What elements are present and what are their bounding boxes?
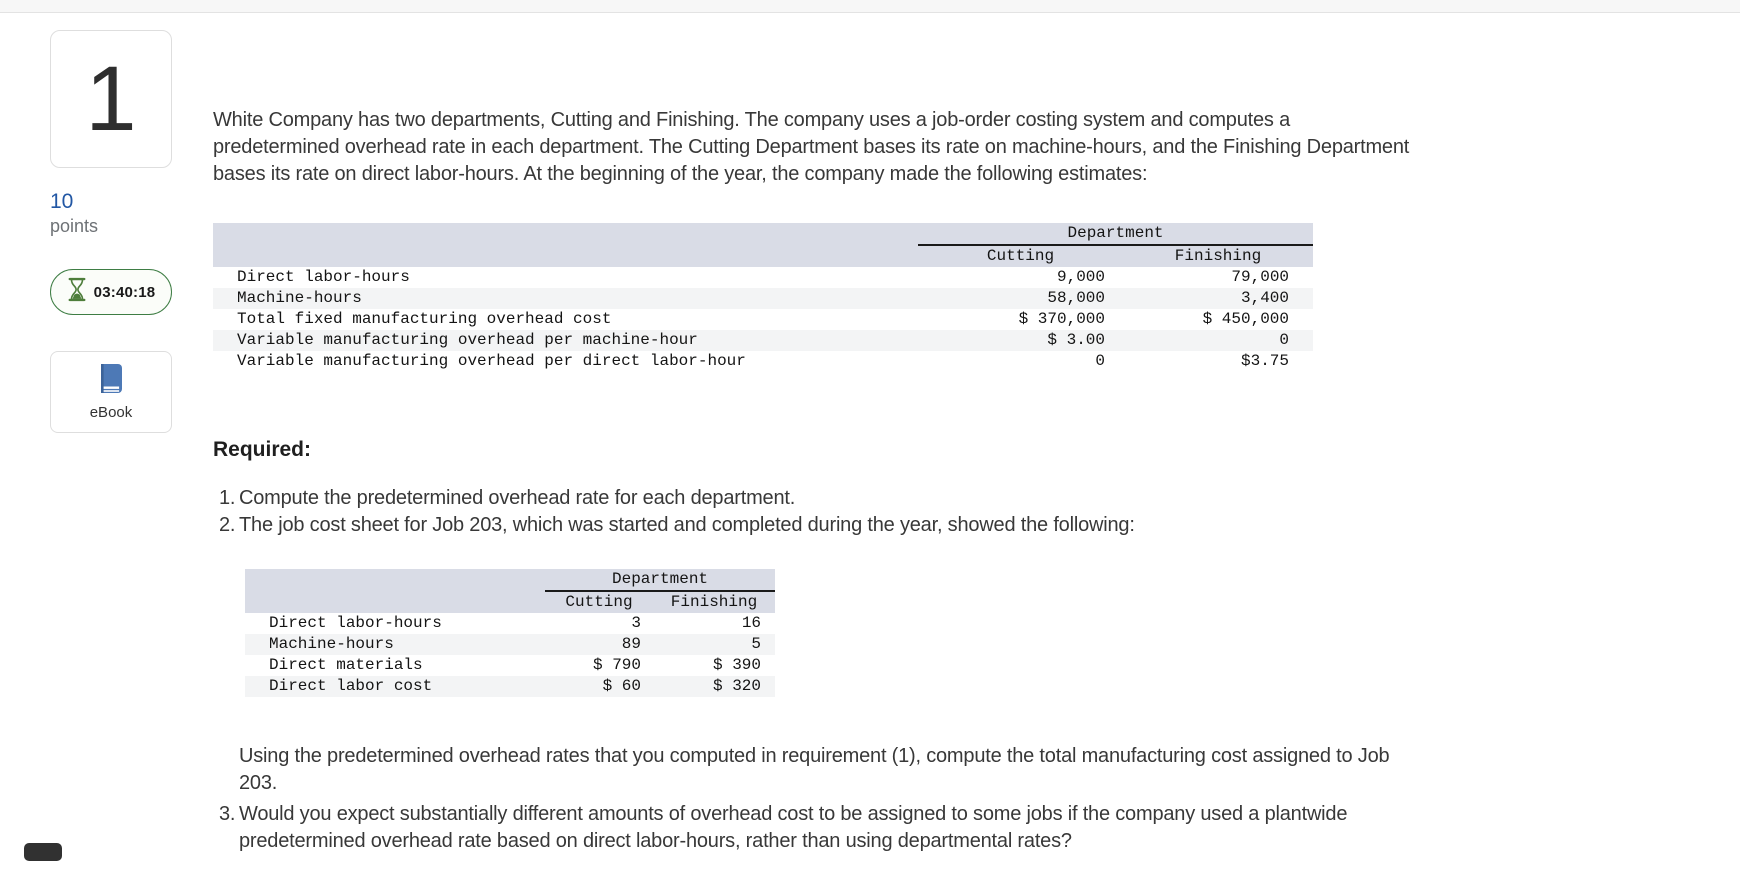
- list-item-text: Compute the predetermined overhead rate …: [239, 487, 796, 509]
- empty-header-cell: [245, 569, 545, 591]
- table-cell: $3.75: [1241, 352, 1290, 370]
- list-item-number: 2.: [219, 514, 236, 536]
- problem-statement: White Company has two departments, Cutti…: [213, 109, 1410, 185]
- table-cell: 0: [1095, 352, 1105, 370]
- estimates-table: Department Cutting Finishing Direct labo…: [213, 223, 1314, 372]
- question-body: White Company has two departments, Cutti…: [213, 13, 1633, 855]
- question-number: 1: [85, 48, 137, 150]
- ebook-button[interactable]: eBook: [50, 351, 172, 433]
- table-cell: Total fixed manufacturing overhead cost: [237, 310, 612, 328]
- top-bar: [0, 0, 1740, 13]
- table-row: Machine-hours 58,000 3,400: [213, 288, 1314, 309]
- table-cell: Direct labor-hours: [269, 614, 442, 632]
- table-cell: $ 790: [592, 656, 641, 674]
- table-group-header-row: Department: [213, 223, 1314, 246]
- table-cell: Variable manufacturing overhead per dire…: [237, 352, 746, 370]
- list-item-number: 1.: [219, 487, 236, 509]
- table-row: Total fixed manufacturing overhead cost $…: [213, 309, 1313, 330]
- list-item: 2. The job cost sheet for Job 203, which…: [213, 512, 1633, 539]
- table-row: Direct labor cost $ 60 $ 320: [245, 676, 776, 697]
- table-cell: 89: [545, 634, 653, 655]
- department-group-header: Department: [918, 223, 1314, 246]
- table-cell: Direct labor-hours: [237, 268, 410, 286]
- list-item-number: [213, 743, 239, 797]
- column-header-finishing: Finishing: [653, 591, 776, 613]
- list-item-text: Would you expect substantially different…: [239, 803, 1348, 852]
- countdown-timer: 03:40:18: [50, 269, 172, 315]
- table-cell: 79,000: [1231, 268, 1290, 286]
- timer-value: 03:40:18: [93, 283, 156, 301]
- table-cell: $ 390: [713, 656, 762, 674]
- list-item: 3. Would you expect substantially differ…: [213, 801, 1633, 855]
- table-row: Direct labor-hours 3 16: [245, 613, 775, 634]
- table-column-header-row: Cutting Finishing: [245, 591, 776, 613]
- list-item-continuation: Using the predetermined overhead rates t…: [213, 743, 1633, 797]
- table-row: Machine-hours 89 5: [245, 634, 776, 655]
- bottom-left-fragment: [24, 843, 62, 861]
- empty-header-cell: [245, 591, 545, 613]
- job-cost-table: Department Cutting Finishing Direct labo…: [245, 569, 776, 697]
- table-cell: 3,400: [1123, 288, 1314, 309]
- table-cell: 5: [653, 634, 776, 655]
- empty-header-cell: [213, 223, 918, 245]
- points-label: points: [50, 216, 99, 236]
- empty-header-cell: [213, 245, 918, 267]
- column-header-cutting: Cutting: [545, 591, 653, 613]
- table-cell: Machine-hours: [213, 288, 918, 309]
- table-cell: 0: [1123, 330, 1314, 351]
- table-row: Variable manufacturing overhead per mach…: [213, 330, 1314, 351]
- ebook-label: eBook: [89, 404, 133, 421]
- hourglass-icon: [67, 277, 87, 307]
- table-cell: $ 320: [653, 676, 776, 697]
- requirements-list: 1. Compute the predetermined overhead ra…: [213, 485, 1633, 855]
- table-group-header-row: Department: [245, 569, 776, 592]
- points-value: 10: [50, 190, 74, 213]
- table-cell: $ 450,000: [1202, 310, 1290, 328]
- department-group-header: Department: [545, 569, 776, 592]
- required-heading: Required:: [213, 438, 312, 461]
- table-cell: Variable manufacturing overhead per mach…: [213, 330, 918, 351]
- table-row: Direct labor-hours 9,000 79,000: [213, 267, 1313, 288]
- table-cell: 9,000: [1056, 268, 1105, 286]
- table-column-header-row: Cutting Finishing: [213, 245, 1314, 267]
- table-cell: 16: [741, 614, 762, 632]
- table-cell: Direct labor cost: [245, 676, 545, 697]
- table-cell: 3: [631, 614, 641, 632]
- table-cell: 58,000: [918, 288, 1123, 309]
- column-header-finishing: Finishing: [1123, 245, 1314, 267]
- column-header-cutting: Cutting: [918, 245, 1123, 267]
- question-sidebar: 1 10 points 03:40:18: [50, 13, 172, 855]
- table-cell: Direct materials: [269, 656, 423, 674]
- table-cell: Machine-hours: [245, 634, 545, 655]
- list-item-number: 3.: [219, 803, 236, 825]
- book-icon: [95, 363, 127, 400]
- list-item: 1. Compute the predetermined overhead ra…: [213, 485, 1633, 512]
- question-number-box: 1: [50, 30, 172, 168]
- table-cell: $ 3.00: [918, 330, 1123, 351]
- points-block: 10 points: [50, 190, 172, 237]
- table-row: Variable manufacturing overhead per dire…: [213, 351, 1313, 372]
- list-item-text: The job cost sheet for Job 203, which wa…: [239, 514, 1135, 536]
- table-row: Direct materials $ 790 $ 390: [245, 655, 775, 676]
- list-item-text: Using the predetermined overhead rates t…: [239, 745, 1390, 794]
- table-cell: $ 60: [545, 676, 653, 697]
- table-cell: $ 370,000: [1018, 310, 1105, 328]
